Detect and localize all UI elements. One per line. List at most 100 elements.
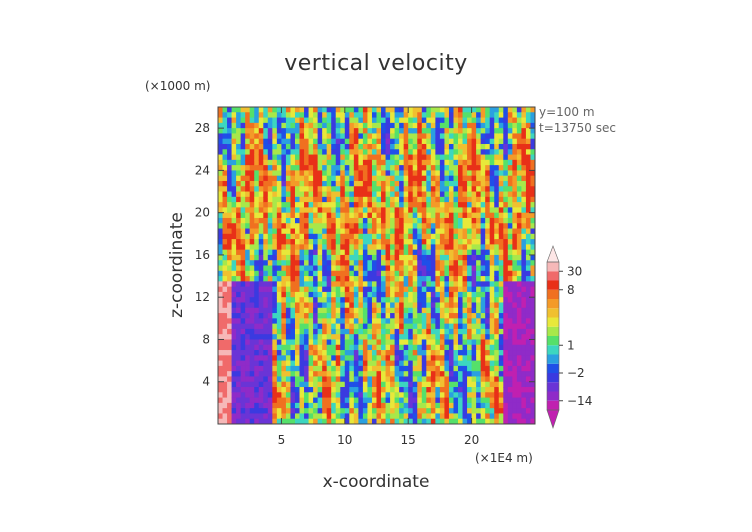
heatmap-cell: [512, 159, 518, 166]
heatmap-cell: [249, 107, 255, 113]
heatmap-cell: [276, 418, 282, 424]
heatmap-cell: [430, 376, 436, 383]
heatmap-cell: [480, 186, 486, 193]
heatmap-cell: [390, 402, 396, 409]
heatmap-cell: [371, 107, 378, 113]
heatmap-cell: [399, 307, 405, 314]
heatmap-cell: [285, 138, 292, 145]
heatmap-cell: [381, 228, 387, 235]
heatmap-cell: [349, 291, 355, 298]
heatmap-cell: [503, 402, 509, 409]
heatmap-cell: [231, 397, 237, 404]
heatmap-cell: [408, 138, 414, 145]
heatmap-cell: [322, 207, 328, 214]
heatmap-cell: [480, 281, 486, 288]
heatmap-cell: [240, 112, 246, 119]
heatmap-cell: [417, 339, 423, 346]
heatmap-cell: [399, 175, 405, 182]
heatmap-cell: [281, 381, 287, 388]
heatmap-cell: [444, 328, 450, 335]
heatmap-cell: [272, 165, 278, 171]
heatmap-cell: [272, 159, 278, 166]
heatmap-cell: [448, 191, 455, 198]
heatmap-cell: [507, 107, 513, 113]
heatmap-cell: [503, 350, 509, 356]
heatmap-cell: [258, 223, 264, 230]
heatmap-cell: [426, 180, 432, 187]
heatmap-cell: [340, 286, 346, 293]
heatmap-cell: [353, 350, 359, 356]
heatmap-cell: [439, 350, 446, 356]
heatmap-cell: [353, 212, 359, 219]
heatmap-cell: [258, 196, 264, 203]
heatmap-cell: [240, 186, 246, 193]
heatmap-cell: [304, 350, 310, 356]
heatmap-cell: [313, 365, 319, 372]
heatmap-cell: [335, 254, 341, 261]
heatmap-cell: [313, 265, 319, 272]
heatmap-cell: [281, 344, 287, 351]
heatmap-cell: [426, 376, 432, 383]
heatmap-cell: [304, 207, 310, 214]
heatmap-cell: [231, 244, 237, 251]
heatmap-cell: [507, 239, 513, 245]
heatmap-cell: [381, 402, 387, 409]
heatmap-cell: [376, 149, 382, 156]
heatmap-cell: [458, 387, 464, 393]
heatmap-cell: [285, 397, 292, 404]
heatmap-cell: [335, 381, 341, 388]
heatmap-cell: [236, 381, 242, 388]
heatmap-cell: [294, 276, 301, 282]
heatmap-cell: [530, 249, 535, 256]
heatmap-cell: [412, 122, 418, 129]
heatmap-cell: [467, 112, 473, 119]
heatmap-cell: [525, 191, 532, 198]
heatmap-cell: [353, 413, 359, 420]
heatmap-cell: [412, 170, 418, 177]
heatmap-cell: [381, 217, 387, 224]
heatmap-cell: [331, 276, 337, 282]
heatmap-cell: [480, 133, 486, 140]
heatmap-cell: [349, 339, 355, 346]
heatmap-cell: [362, 191, 369, 198]
heatmap-cell: [322, 196, 328, 203]
heatmap-cell: [227, 381, 233, 388]
heatmap-cell: [263, 112, 269, 119]
heatmap-cell: [498, 339, 504, 346]
heatmap-cell: [385, 207, 391, 214]
heatmap-cell: [403, 217, 409, 224]
heatmap-cell: [231, 281, 237, 288]
heatmap-cell: [385, 165, 391, 171]
heatmap-cell: [263, 355, 269, 362]
heatmap-cell: [458, 186, 464, 193]
heatmap-cell: [326, 159, 332, 166]
heatmap-cell: [448, 265, 455, 272]
heatmap-cell: [489, 365, 495, 372]
heatmap-cell: [272, 297, 278, 304]
heatmap-cell: [254, 107, 260, 113]
heatmap-cell: [376, 112, 382, 119]
heatmap-cell: [290, 122, 296, 129]
heatmap-cell: [254, 154, 260, 161]
heatmap-cell: [358, 170, 364, 177]
heatmap-cell: [362, 122, 369, 129]
heatmap-cell: [335, 413, 341, 420]
heatmap-cell: [480, 286, 486, 293]
heatmap-cell: [349, 276, 355, 282]
heatmap-cell: [290, 413, 296, 420]
heatmap-cell: [476, 223, 482, 230]
heatmap-cell: [412, 207, 418, 214]
heatmap-cells: [218, 107, 535, 424]
heatmap-cell: [525, 334, 532, 341]
heatmap-cell: [249, 408, 255, 415]
heatmap-cell: [322, 318, 328, 325]
heatmap-cell: [272, 249, 278, 256]
heatmap-cell: [485, 170, 491, 177]
heatmap-cell: [516, 239, 523, 245]
heatmap-cell: [435, 233, 441, 240]
heatmap-cell: [430, 117, 436, 124]
heatmap-cell: [471, 223, 477, 230]
heatmap-cell: [249, 165, 255, 171]
heatmap-cell: [304, 191, 310, 198]
heatmap-cell: [362, 313, 369, 319]
